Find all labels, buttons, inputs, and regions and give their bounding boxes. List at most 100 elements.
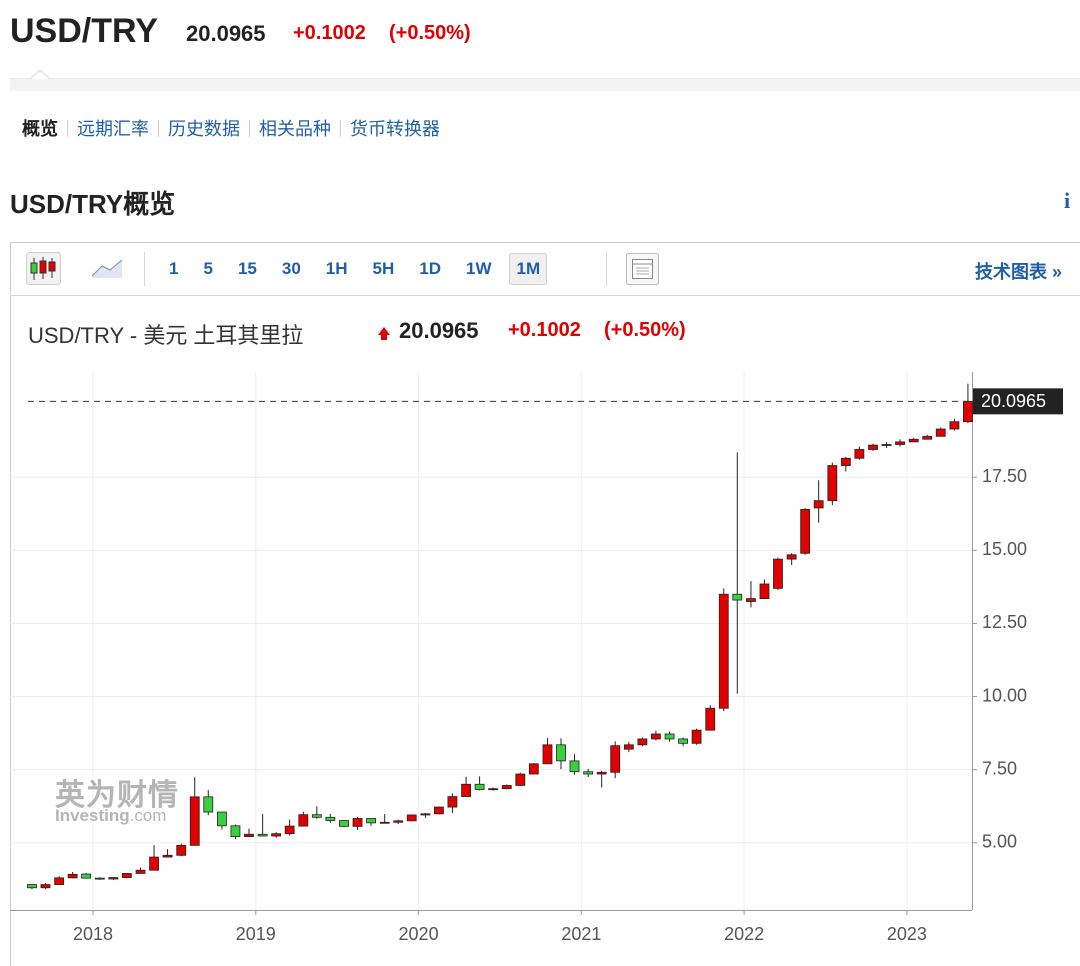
candle-body [691,729,702,744]
last-price-label: 20.0965 [981,391,1046,411]
header-change-pct: (+0.50%) [389,22,471,44]
candle-body [637,738,648,746]
candle-body [895,441,905,445]
y-tick-label: 12.50 [982,612,1027,632]
candle-body [339,820,349,827]
header-price: 20.0965 [186,21,266,46]
candle-body [759,583,770,600]
candle-body [488,788,499,791]
interval-button[interactable]: 1H [325,259,348,278]
candle-body [135,869,146,874]
symbol: USD/TRY [10,12,158,50]
up-arrow [378,327,390,340]
header-change: +0.1002 [293,22,366,44]
interval-button[interactable]: 15 [237,259,257,278]
watermark-en: Investing.com [55,806,166,826]
candle-body [284,825,295,835]
candle-body [257,833,268,837]
candle-body [827,465,838,502]
candle-body [501,785,512,790]
candle-body [379,821,390,824]
header-band [10,79,1080,91]
info-icon[interactable]: i [1064,188,1071,213]
x-tick-label: 2019 [236,924,276,944]
candle-body [366,818,376,824]
candle-body [678,738,688,744]
candle-body [922,435,933,440]
nav-item[interactable]: 相关品种 [259,119,331,139]
interval-button[interactable]: 5H [372,259,395,278]
candle-body [230,825,241,838]
interval-button[interactable]: 5 [203,259,213,278]
nav-item[interactable]: 概览 [22,119,58,139]
y-tick-label: 5.00 [982,832,1017,852]
candle-body [40,884,51,889]
interval-button[interactable]: 1 [169,259,179,278]
nav-item[interactable]: 历史数据 [168,119,240,139]
interval-button[interactable]: 1D [419,259,441,278]
candle-body [813,500,824,509]
candle-body [718,593,729,709]
candle-body [949,421,960,430]
layout-icon[interactable] [626,253,659,285]
candle-body [54,877,65,885]
candle-body [528,763,539,775]
candle-body [67,873,78,879]
candle-body [569,760,580,773]
candle-body [732,593,743,601]
candle-body [786,554,797,560]
candle-body [881,444,892,446]
nav-item[interactable]: 远期汇率 [77,119,149,139]
candle-body [434,806,444,815]
nav: 概览 远期汇率 历史数据 相关品种 货币转换器 [22,115,440,141]
y-tick-label: 7.50 [982,758,1017,778]
nav-item[interactable]: 货币转换器 [350,119,440,139]
nav-separator [340,120,341,137]
chart-caption: USD/TRY - 美元 土耳其里拉 [28,323,304,348]
interval-button[interactable]: 1M [509,253,548,285]
candle-body [94,877,105,880]
nav-separator [158,120,159,137]
header-rule [10,69,1080,80]
candle-body [81,873,92,879]
watermark-suffix: .com [129,806,167,825]
candle-body [406,814,417,822]
candle-body [773,558,783,589]
candle-icon[interactable] [26,252,61,285]
candle-body [162,854,173,858]
candle-body [963,400,973,423]
candle-body [176,844,187,856]
candle-body [596,771,607,775]
chart-frame [10,242,1080,966]
candle-body [908,438,919,443]
candle-body [189,796,200,846]
candle-body [271,833,282,837]
candle-body [515,773,526,786]
candle-body [352,818,363,827]
caption-change: +0.1002 [508,319,581,341]
candle-body [868,444,878,450]
candle-body [664,733,675,740]
tech-chart-link[interactable]: 技术图表 » [975,262,1063,282]
candle-body [393,820,404,823]
candle-body [583,771,594,775]
candle-body [420,813,431,816]
watermark-en-text: Investing [55,806,130,825]
interval-button[interactable]: 1W [465,259,492,278]
x-tick-label: 2023 [887,924,927,944]
area-icon[interactable] [91,259,123,278]
candle-body [854,449,865,459]
candle-body [217,811,227,827]
candle-body [298,814,309,827]
candle-body [311,814,322,818]
candle-body [121,873,132,878]
last-price-box [973,388,1063,415]
candle-body [27,884,37,889]
interval-button[interactable]: 30 [281,259,301,278]
candle-body [650,733,661,740]
x-tick-label: 2020 [399,924,439,944]
x-tick-label: 2018 [73,924,113,944]
candle-body [705,707,716,731]
